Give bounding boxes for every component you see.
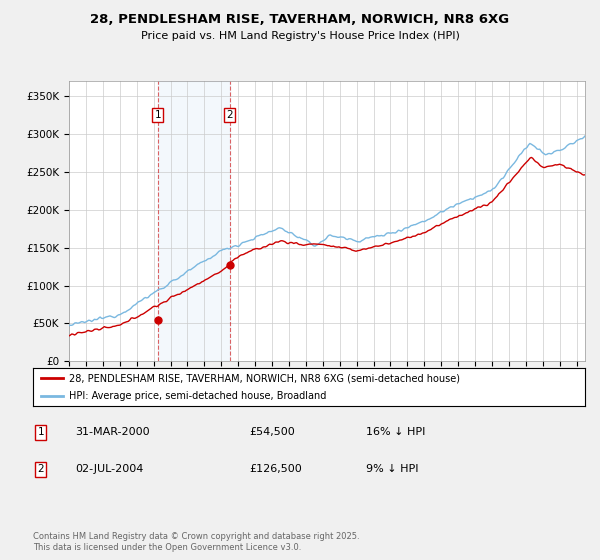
Text: 9% ↓ HPI: 9% ↓ HPI bbox=[366, 464, 419, 474]
Text: £54,500: £54,500 bbox=[249, 427, 295, 437]
Text: £126,500: £126,500 bbox=[249, 464, 302, 474]
Text: HPI: Average price, semi-detached house, Broadland: HPI: Average price, semi-detached house,… bbox=[69, 391, 326, 402]
Text: 28, PENDLESHAM RISE, TAVERHAM, NORWICH, NR8 6XG: 28, PENDLESHAM RISE, TAVERHAM, NORWICH, … bbox=[91, 13, 509, 26]
Text: 2: 2 bbox=[226, 110, 233, 120]
Text: 1: 1 bbox=[155, 110, 161, 120]
Text: 1: 1 bbox=[37, 427, 44, 437]
Text: 28, PENDLESHAM RISE, TAVERHAM, NORWICH, NR8 6XG (semi-detached house): 28, PENDLESHAM RISE, TAVERHAM, NORWICH, … bbox=[69, 373, 460, 383]
Text: 31-MAR-2000: 31-MAR-2000 bbox=[75, 427, 149, 437]
Text: 02-JUL-2004: 02-JUL-2004 bbox=[75, 464, 143, 474]
Text: 16% ↓ HPI: 16% ↓ HPI bbox=[366, 427, 425, 437]
Text: 2: 2 bbox=[37, 464, 44, 474]
Bar bbox=[158, 81, 230, 361]
Text: Price paid vs. HM Land Registry's House Price Index (HPI): Price paid vs. HM Land Registry's House … bbox=[140, 31, 460, 41]
Text: Contains HM Land Registry data © Crown copyright and database right 2025.
This d: Contains HM Land Registry data © Crown c… bbox=[33, 532, 359, 552]
